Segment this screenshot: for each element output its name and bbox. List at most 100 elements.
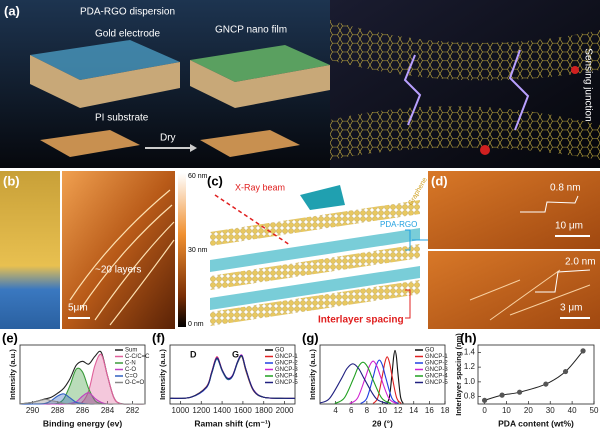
panel-label: (g) bbox=[302, 330, 319, 345]
data-point bbox=[562, 368, 569, 375]
legend-label: O-C=O bbox=[125, 380, 145, 386]
water-molecule bbox=[571, 66, 579, 74]
data-point bbox=[580, 348, 586, 354]
x-tick-label: 2000 bbox=[276, 406, 294, 415]
photo bbox=[0, 171, 60, 329]
height-profile bbox=[520, 195, 579, 213]
plot-frame bbox=[477, 344, 595, 405]
series-line bbox=[360, 359, 399, 404]
panel-label: (d) bbox=[431, 173, 448, 188]
component-fill bbox=[20, 392, 145, 405]
height-profile bbox=[535, 269, 591, 293]
legend-label: GO bbox=[275, 348, 285, 354]
x-tick-label: 1200 bbox=[192, 406, 210, 415]
x-axis-label: 2θ (°) bbox=[372, 418, 393, 428]
discharge bbox=[508, 49, 530, 131]
layer-edge bbox=[69, 189, 175, 326]
legend-label: GNCP-3 bbox=[425, 367, 448, 373]
legend-label: C-C/C=C bbox=[125, 354, 150, 360]
x-tick-label: 290 bbox=[26, 406, 40, 415]
legend-label: GO bbox=[425, 348, 435, 354]
graphene-layer bbox=[210, 244, 420, 290]
data-point bbox=[499, 392, 505, 398]
y-tick-label: 0.8 bbox=[464, 392, 476, 401]
legend-label: GNCP-4 bbox=[275, 374, 298, 380]
label: 0.8 nm bbox=[550, 183, 581, 194]
graphene-sheet bbox=[330, 20, 600, 81]
x-tick-label: 40 bbox=[568, 406, 577, 415]
label: Interlayer spacing bbox=[318, 315, 404, 326]
bracket bbox=[405, 289, 411, 319]
x-tick-label: 10 bbox=[502, 406, 511, 415]
legend-label: GNCP-2 bbox=[425, 361, 448, 367]
x-tick-label: 286 bbox=[76, 406, 90, 415]
legend-label: C-N bbox=[125, 361, 136, 367]
panel-a: (a) PDA-RGO dispersion Gold electrode GN… bbox=[0, 0, 600, 168]
legend-label: GNCP-1 bbox=[425, 354, 448, 360]
y-tick-label: 1.4 bbox=[464, 347, 476, 356]
xray-beam bbox=[214, 194, 291, 246]
y-axis-label: Intensity (a.u.) bbox=[158, 349, 167, 400]
panel-label: (a) bbox=[4, 3, 20, 18]
x-axis-label: Raman shift (cm⁻¹) bbox=[194, 418, 270, 428]
x-tick-label: 4 bbox=[333, 406, 338, 415]
pda-layer bbox=[210, 266, 420, 310]
series-line bbox=[19, 398, 145, 405]
label: 10 μm bbox=[555, 221, 583, 232]
fit-line bbox=[484, 350, 584, 401]
x-tick-label: 8 bbox=[365, 406, 370, 415]
x-tick-label: 12 bbox=[394, 406, 403, 415]
label: 2.0 nm bbox=[565, 257, 596, 268]
x-tick-label: 20 bbox=[524, 406, 533, 415]
series-line bbox=[334, 361, 392, 404]
label: PDA-RGO dispersion bbox=[80, 7, 175, 18]
pda-layer bbox=[210, 228, 420, 272]
x-tick-label: 282 bbox=[126, 406, 140, 415]
x-tick-label: 1000 bbox=[172, 406, 190, 415]
label: GNCP nano film bbox=[215, 25, 287, 36]
component-fill bbox=[20, 399, 145, 405]
afm-image bbox=[62, 171, 175, 329]
y-tick-label: 1.2 bbox=[464, 362, 476, 371]
colorbar-label: 0 nm bbox=[188, 321, 204, 328]
label: ~20 layers bbox=[95, 265, 141, 276]
panel-label: (c) bbox=[207, 173, 223, 188]
label: Sensing junction bbox=[582, 48, 593, 121]
label: X-Ray beam bbox=[235, 182, 285, 192]
bracket bbox=[405, 229, 430, 251]
graphene-layer bbox=[210, 200, 420, 246]
x-tick-label: 1400 bbox=[213, 406, 231, 415]
legend-label: GNCP-3 bbox=[275, 367, 298, 373]
colorbar-label: 30 nm bbox=[188, 247, 208, 254]
data-point bbox=[481, 397, 488, 403]
colorbar-label: 60 nm bbox=[188, 173, 208, 180]
x-tick-label: 30 bbox=[546, 406, 555, 415]
series-line bbox=[319, 363, 389, 404]
legend-label: GNCP-2 bbox=[275, 361, 298, 367]
annotation: D bbox=[190, 349, 197, 359]
y-axis-label: Interlayer spacing (nm) bbox=[454, 333, 463, 416]
legend-label: GNCP-5 bbox=[275, 380, 298, 386]
dispersion-layer bbox=[30, 40, 180, 80]
x-tick-label: 16 bbox=[425, 406, 434, 415]
panel-c: (c) X-Ray beam Graphene PDA-RGO Interlay… bbox=[207, 173, 430, 326]
label: 5μm bbox=[68, 303, 88, 314]
device bbox=[200, 130, 300, 157]
x-axis-label: Binding energy (ev) bbox=[43, 418, 123, 428]
panel-label: (f) bbox=[152, 330, 165, 345]
device bbox=[40, 130, 140, 157]
series-line bbox=[349, 360, 397, 404]
substrate-block bbox=[30, 55, 180, 108]
film-layer bbox=[190, 45, 330, 82]
x-tick-label: 18 bbox=[441, 406, 450, 415]
label: PI substrate bbox=[95, 113, 149, 124]
substrate-block bbox=[190, 60, 330, 108]
label: PDA-RGO bbox=[380, 220, 417, 229]
series-line bbox=[372, 356, 402, 404]
molecule bbox=[300, 185, 345, 210]
colorbar bbox=[178, 173, 186, 327]
x-tick-label: 0 bbox=[482, 406, 487, 415]
legend-label: C-O bbox=[125, 367, 136, 373]
panel-label: (e) bbox=[2, 330, 18, 345]
